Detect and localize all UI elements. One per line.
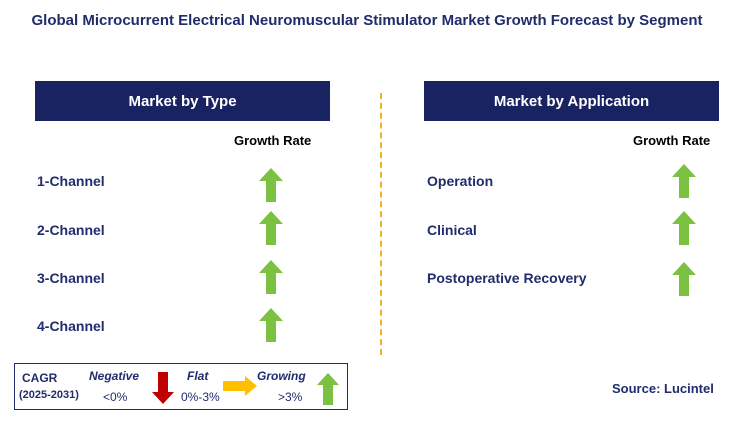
negative-arrow-down-icon [152,372,174,404]
source-note: Source: Lucintel [612,381,714,396]
legend-flat-range: 0%-3% [181,390,220,404]
application-row-label: Postoperative Recovery [427,270,587,286]
legend-negative-label: Negative [89,369,140,383]
application-growth-rate-label: Growth Rate [633,133,711,148]
growing-arrow-up-icon [317,373,339,405]
legend-growing-label: Growing [257,369,306,383]
growing-arrow-up-icon [259,211,283,245]
type-row-label: 3-Channel [37,270,105,286]
flat-arrow-right-icon [223,376,257,396]
cagr-legend: CAGR (2025-2031) Negative <0% Flat 0%-3%… [14,363,348,410]
growing-arrow-up-icon [259,168,283,202]
legend-cagr-label: CAGR [22,371,58,385]
growing-arrow-up-icon [672,164,696,198]
legend-period: (2025-2031) [19,389,79,401]
growing-arrow-up-icon [259,308,283,342]
panel-divider [380,93,382,355]
type-panel-header: Market by Type [35,81,330,121]
type-row-label: 2-Channel [37,222,105,238]
growing-arrow-up-icon [672,262,696,296]
type-row-label: 4-Channel [37,318,105,334]
page-title: Global Microcurrent Electrical Neuromusc… [31,12,703,29]
legend-growing-range: >3% [278,390,303,404]
type-row-label: 1-Channel [37,173,105,189]
application-panel-header: Market by Application [424,81,719,121]
growing-arrow-up-icon [672,211,696,245]
legend-flat-label: Flat [187,369,209,383]
growing-arrow-up-icon [259,260,283,294]
type-growth-rate-label: Growth Rate [234,133,312,148]
application-row-label: Clinical [427,222,477,238]
application-row-label: Operation [427,173,494,189]
legend-negative-range: <0% [103,390,128,404]
